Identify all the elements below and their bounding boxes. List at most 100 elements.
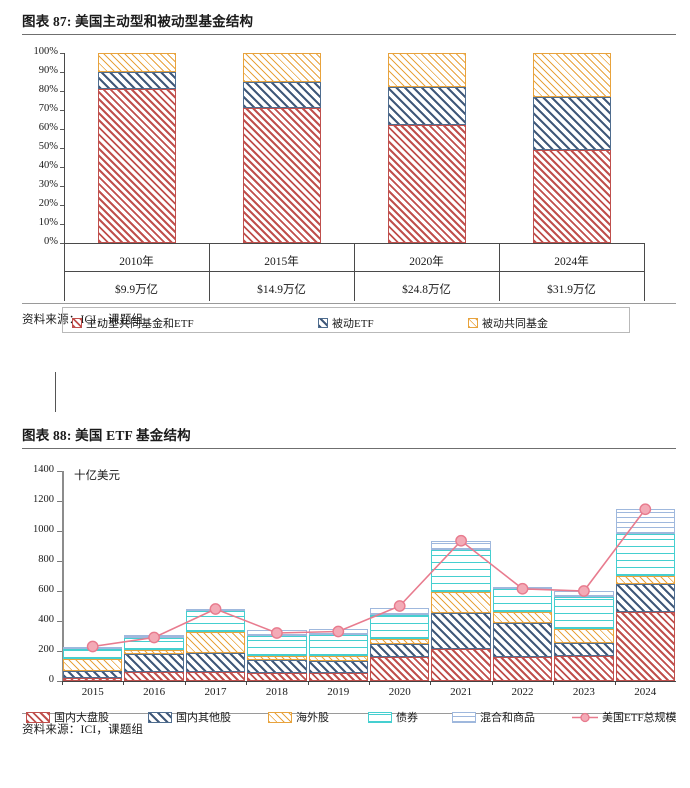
- exhibit-88-source: 资料来源：ICI，课题组: [22, 724, 144, 736]
- exhibit-88-title: 图表 88: 美国 ETF 基金结构: [22, 428, 191, 443]
- chart-88-segment: [615, 576, 676, 584]
- chart-88-segment: [554, 656, 614, 681]
- chart-88-segment: [247, 636, 307, 656]
- chart-88-segment: [62, 678, 123, 681]
- chart-87-y-tick-label: 50%: [38, 141, 58, 152]
- chart-88-segment: [247, 655, 307, 660]
- chart-87-legend-label: 被动ETF: [332, 318, 374, 330]
- chart-88-x-tick: [184, 681, 186, 685]
- exhibit-88-source-rule: [22, 713, 676, 714]
- chart-87-y-tick: [60, 186, 64, 187]
- chart-88-plot: 0 200 400 600 800 1000 1200 1400 十亿美元 2015 2016 201…: [0, 457, 690, 724]
- chart-88-x-tick: [491, 681, 493, 685]
- chart-88-legend-item[interactable]: 债券: [368, 709, 418, 725]
- chart-88-legend-label: 债券: [396, 712, 418, 724]
- chart-87-y-tick: [60, 53, 64, 54]
- chart-87-y-tick-label: 90%: [38, 65, 58, 76]
- chart-88-segment: [431, 648, 491, 681]
- chart-88-segment: [369, 615, 430, 639]
- chart-88-legend-label: 国内其他股: [176, 712, 231, 724]
- exhibit-87-title-rule: [22, 34, 676, 35]
- chart-88-legend-item[interactable]: 国内大盘股: [26, 709, 109, 725]
- chart-87-y-tick-label: 40%: [38, 160, 58, 171]
- chart-88-y-tick: [57, 501, 62, 502]
- chart-88-x-tick-label: 2016: [143, 686, 166, 698]
- chart-87-category-divider: [209, 243, 210, 301]
- exhibit-87: 图表 87: 美国主动型和被动型基金结构 0% 10% 20% 30% 40% 50% 60…: [0, 0, 690, 333]
- chart-87-category-divider: [354, 243, 355, 301]
- chart-87-y-tick: [60, 110, 64, 111]
- chart-88-y-axis: [62, 471, 64, 682]
- chart-87-legend-item[interactable]: 主动型共同基金和ETF: [72, 315, 194, 331]
- chart-88-segment: [615, 583, 676, 612]
- chart-87-y-tick-label: 20%: [38, 198, 58, 209]
- chart-87-y-tick-label: 80%: [38, 84, 58, 95]
- chart-88-legend-swatch: [572, 712, 598, 723]
- chart-87-segment: [97, 72, 176, 90]
- chart-88-unit-label: 十亿美元: [74, 470, 120, 482]
- chart-87-category-sublabel: $9.9万亿: [114, 284, 159, 296]
- chart-87-category-sublabel: $31.9万亿: [547, 284, 596, 296]
- chart-87-bar: [242, 53, 321, 243]
- chart-88-segment: [308, 634, 369, 657]
- chart-88-segment: [554, 597, 614, 630]
- chart-88-segment: [124, 654, 184, 672]
- chart-88-x-tick-label: 2020: [388, 686, 411, 698]
- chart-87-segment: [242, 108, 321, 243]
- chart-88-legend-label: 国内大盘股: [54, 712, 109, 724]
- chart-87-y-tick: [60, 148, 64, 149]
- chart-87-bar: [387, 53, 466, 243]
- chart-88-segment: [124, 637, 184, 650]
- chart-88-segment: [431, 549, 491, 592]
- chart-87-category-label: 2024年: [554, 256, 589, 268]
- chart-88-y-tick: [57, 681, 62, 682]
- chart-88-x-tick: [307, 681, 309, 685]
- chart-87-category-label: 2020年: [409, 256, 444, 268]
- chart-88-legend-swatch: [452, 711, 476, 723]
- chart-88-y-tick-label: 600: [38, 584, 54, 595]
- chart-88-legend-item[interactable]: 海外股: [268, 709, 329, 725]
- chart-88-segment: [124, 634, 184, 638]
- chart-88-x-tick: [430, 681, 432, 685]
- chart-87-legend-item[interactable]: 被动共同基金: [468, 315, 548, 331]
- chart-87-category-baseline: [64, 271, 644, 272]
- chart-88-segment: [615, 508, 676, 534]
- chart-88-y-tick: [57, 471, 62, 472]
- chart-88-legend-swatch: [368, 711, 392, 723]
- chart-88-segment: [554, 642, 614, 657]
- exhibit-87-title: 图表 87: 美国主动型和被动型基金结构: [22, 14, 254, 29]
- exhibit-87-source-rule: [22, 303, 676, 304]
- chart-87-legend-label: 主动型共同基金和ETF: [86, 318, 194, 330]
- chart-88-y-tick-label: 800: [38, 554, 54, 565]
- chart-88-segment: [124, 672, 184, 681]
- chart-88-legend-item[interactable]: 美国ETF总规模: [572, 709, 677, 725]
- chart-87-legend-item[interactable]: 被动ETF: [318, 315, 374, 331]
- chart-87-y-axis: [64, 53, 65, 244]
- chart-88-x-tick: [553, 681, 555, 685]
- chart-88-segment: [369, 657, 430, 681]
- chart-87-category-label: 2010年: [119, 256, 154, 268]
- chart-88-y-tick: [57, 591, 62, 592]
- chart-88-x-tick: [369, 681, 370, 685]
- chart-88-legend-label: 美国ETF总规模: [602, 712, 677, 724]
- chart-88-x-tick-label: 2018: [265, 686, 288, 698]
- chart-88-segment: [185, 609, 246, 611]
- chart-88-legend-item[interactable]: 混合和商品: [452, 709, 535, 725]
- chart-88-x-tick-label: 2015: [81, 686, 104, 698]
- chart-88-segment: [308, 672, 369, 681]
- chart-88-segment: [492, 623, 553, 657]
- chart-88-y-tick: [57, 561, 62, 562]
- chart-87-y-tick: [60, 243, 64, 244]
- chart-88-legend-label: 海外股: [296, 712, 329, 724]
- chart-87-segment: [387, 53, 466, 88]
- chart-88-legend-item[interactable]: 国内其他股: [148, 709, 231, 725]
- chart-87-category-sublabel: $24.8万亿: [402, 284, 451, 296]
- chart-88-segment: [369, 639, 430, 644]
- chart-88-segment: [308, 656, 369, 661]
- chart-87-y-tick-label: 30%: [38, 179, 58, 190]
- chart-88-x-tick: [62, 681, 63, 685]
- chart-88-y-tick-label: 1000: [33, 524, 54, 535]
- chart-88-x-tick: [614, 681, 616, 685]
- chart-87-segment: [387, 87, 466, 126]
- chart-88-x-tick: [246, 681, 248, 685]
